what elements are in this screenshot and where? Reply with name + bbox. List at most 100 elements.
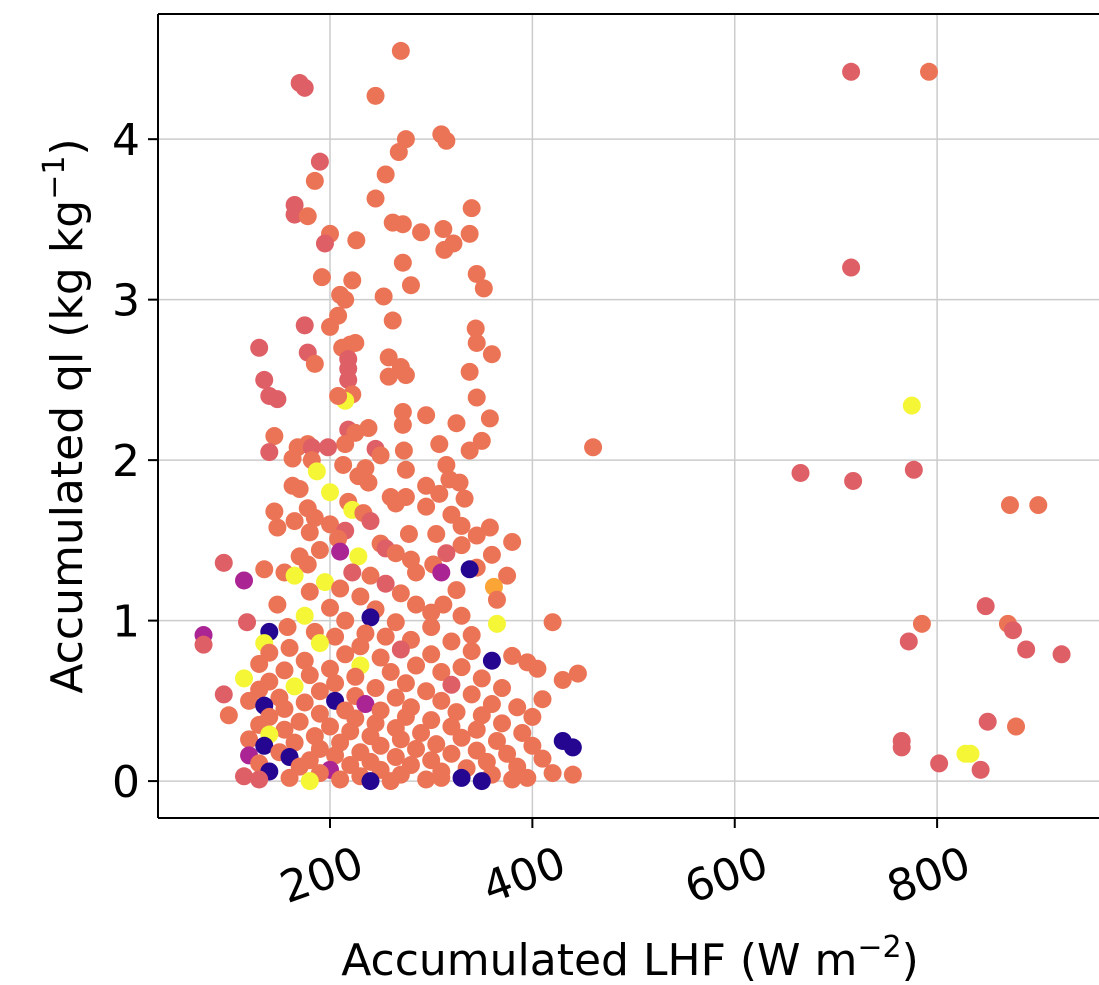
data-point	[275, 720, 294, 739]
data-point	[351, 587, 370, 606]
data-point	[422, 645, 441, 664]
data-point	[971, 760, 990, 779]
data-point	[412, 723, 431, 742]
y-tick-label: 1	[112, 597, 140, 648]
data-point	[285, 733, 304, 752]
data-point	[472, 706, 491, 725]
data-point	[417, 682, 436, 701]
data-point	[467, 333, 486, 352]
data-point	[407, 656, 426, 675]
data-point	[396, 366, 415, 385]
data-point	[300, 523, 319, 542]
data-point	[912, 614, 931, 633]
axes-frame	[157, 13, 1099, 819]
data-point	[359, 473, 378, 492]
data-point	[430, 484, 449, 503]
data-point	[447, 703, 466, 722]
data-point	[447, 414, 466, 433]
data-point	[302, 438, 321, 457]
data-point	[383, 213, 402, 232]
data-point	[437, 544, 456, 563]
data-point	[466, 319, 485, 338]
data-point	[386, 494, 405, 513]
data-point	[513, 723, 532, 742]
data-point	[290, 712, 309, 731]
data-point	[498, 566, 517, 585]
data-point	[315, 573, 334, 592]
data-point	[250, 770, 269, 789]
data-point	[422, 711, 441, 730]
data-point	[452, 728, 471, 747]
data-point	[361, 512, 380, 531]
data-point	[1029, 496, 1048, 515]
data-point	[283, 449, 302, 468]
data-point	[460, 224, 479, 243]
data-point	[452, 658, 471, 677]
data-point	[961, 744, 980, 763]
data-point	[336, 290, 355, 309]
data-point	[307, 462, 326, 481]
data-point	[584, 438, 603, 457]
data-point	[371, 736, 390, 755]
data-point	[389, 143, 408, 162]
data-point	[462, 685, 481, 704]
data-point	[310, 152, 329, 171]
data-point	[430, 435, 449, 454]
data-point	[343, 563, 362, 582]
data-point	[379, 348, 398, 367]
data-point	[407, 739, 426, 758]
data-point	[250, 654, 269, 673]
data-point	[361, 772, 380, 791]
data-point	[396, 460, 415, 479]
data-point	[467, 264, 486, 283]
data-point	[467, 526, 486, 545]
data-point	[374, 287, 393, 306]
data-point	[381, 772, 400, 791]
data-point	[321, 717, 340, 736]
data-point	[1007, 717, 1026, 736]
data-point	[394, 441, 413, 460]
data-point	[321, 317, 340, 336]
data-point	[298, 207, 317, 226]
data-point	[452, 536, 471, 555]
data-point	[295, 606, 314, 625]
data-point	[336, 435, 355, 454]
data-point	[285, 566, 304, 585]
data-point	[393, 402, 412, 421]
data-point	[543, 764, 562, 783]
data-point	[462, 626, 481, 645]
data-point	[553, 670, 572, 689]
data-point	[482, 651, 501, 670]
data-point	[305, 354, 324, 373]
data-point	[366, 189, 385, 208]
data-point	[503, 646, 522, 665]
data-point	[321, 515, 340, 534]
data-point	[318, 438, 337, 457]
data-point	[493, 679, 512, 698]
data-point	[235, 767, 254, 786]
data-point	[255, 736, 274, 755]
y-axis-label: Accumulated ql (kg kg−1)	[37, 138, 93, 693]
data-point	[422, 618, 441, 637]
data-point	[329, 386, 348, 405]
data-point	[339, 370, 358, 389]
data-point	[417, 476, 436, 495]
x-tick-label: 200	[274, 837, 370, 914]
data-point	[381, 662, 400, 681]
data-point	[361, 566, 380, 585]
data-point	[427, 735, 446, 754]
data-point	[518, 768, 537, 787]
data-point	[265, 427, 284, 446]
data-point	[543, 613, 562, 632]
data-point	[376, 165, 395, 184]
data-point	[346, 667, 365, 686]
data-point	[321, 483, 340, 502]
data-point	[275, 699, 294, 718]
data-point	[312, 268, 331, 287]
x-axis-label: Accumulated LHF (W m−2)	[341, 930, 919, 985]
data-point	[401, 276, 420, 295]
y-tick-label: 4	[112, 115, 140, 166]
data-point	[508, 698, 527, 717]
data-point	[482, 345, 501, 364]
data-point	[238, 613, 257, 632]
